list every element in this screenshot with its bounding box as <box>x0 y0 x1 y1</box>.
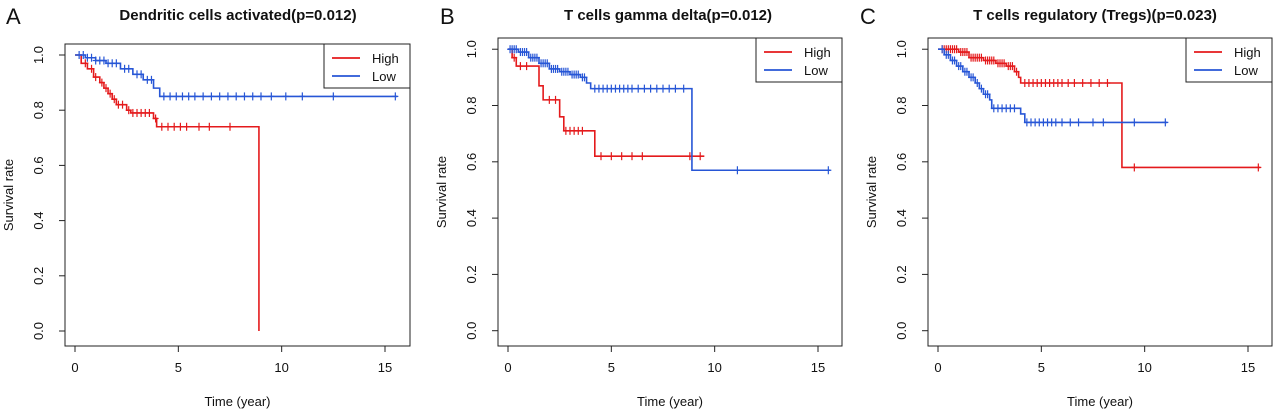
y-tick-label: 0.4 <box>31 212 46 230</box>
x-tick-label: 10 <box>1137 360 1151 375</box>
y-tick-label: 0.6 <box>31 156 46 174</box>
panel-title: T cells gamma delta(p=0.012) <box>564 7 772 24</box>
x-tick-label: 5 <box>608 360 615 375</box>
x-tick-label: 0 <box>504 360 511 375</box>
legend-box <box>1185 37 1273 83</box>
x-tick-label: 10 <box>274 360 288 375</box>
km-curve-high <box>938 48 1261 169</box>
y-tick-label: 1.0 <box>894 40 909 58</box>
legend-label-high: High <box>372 51 399 66</box>
y-tick-label: 0.4 <box>894 209 909 227</box>
y-tick-label: 1.0 <box>31 46 46 64</box>
y-tick-label: 0.0 <box>464 322 479 340</box>
plot-frame <box>64 43 411 347</box>
y-tick-label: 0.6 <box>894 153 909 171</box>
x-axis-label: Time (year) <box>1067 394 1133 409</box>
legend-label-low: Low <box>804 63 828 78</box>
y-axis-label: Survival rate <box>864 156 879 228</box>
panel-title: Dendritic cells activated(p=0.012) <box>119 7 356 24</box>
x-tick-label: 5 <box>1038 360 1045 375</box>
y-tick-label: 0.2 <box>31 267 46 285</box>
x-tick-label: 15 <box>378 360 392 375</box>
x-tick-label: 0 <box>71 360 78 375</box>
km-curve-low <box>938 48 1168 124</box>
y-tick-label: 0.0 <box>894 322 909 340</box>
y-tick-label: 0.8 <box>464 96 479 114</box>
legend-box <box>755 37 843 83</box>
y-tick-label: 0.0 <box>31 322 46 340</box>
y-tick-label: 0.8 <box>894 96 909 114</box>
legend-label-high: High <box>804 45 831 60</box>
y-tick-label: 0.4 <box>464 209 479 227</box>
x-tick-label: 15 <box>1241 360 1255 375</box>
plot-frame <box>497 37 843 347</box>
chart-panel-a: A Dendritic cells activated(p=0.012) 0 5 10 1… <box>1 4 411 409</box>
legend-label-high: High <box>1234 45 1261 60</box>
x-tick-label: 0 <box>934 360 941 375</box>
y-tick-label: 0.2 <box>894 265 909 283</box>
y-axis-label: Survival rate <box>434 156 449 228</box>
y-tick-label: 1.0 <box>464 40 479 58</box>
y-tick-label: 0.8 <box>31 101 46 119</box>
x-tick-label: 5 <box>175 360 182 375</box>
y-tick-label: 0.6 <box>464 153 479 171</box>
legend-box <box>323 43 411 89</box>
x-axis-label: Time (year) <box>637 394 703 409</box>
chart-panel-b: B T cells gamma delta(p=0.012) 0 5 10 15 0.0 0.… <box>434 4 843 409</box>
panel-letter: C <box>860 4 876 29</box>
y-axis-label: Survival rate <box>1 159 16 231</box>
legend-label-low: Low <box>372 69 396 84</box>
plot-frame <box>927 37 1273 347</box>
legend-label-low: Low <box>1234 63 1258 78</box>
y-tick-label: 0.2 <box>464 265 479 283</box>
chart-panel-c: C T cells regulatory (Tregs)(p=0.023) 0 5 10… <box>860 4 1273 409</box>
x-tick-label: 10 <box>707 360 721 375</box>
panel-letter: A <box>6 4 21 29</box>
x-tick-label: 15 <box>811 360 825 375</box>
panel-letter: B <box>440 4 455 29</box>
x-axis-label: Time (year) <box>205 394 271 409</box>
panel-title: T cells regulatory (Tregs)(p=0.023) <box>973 7 1217 24</box>
km-curve-high <box>508 48 705 157</box>
